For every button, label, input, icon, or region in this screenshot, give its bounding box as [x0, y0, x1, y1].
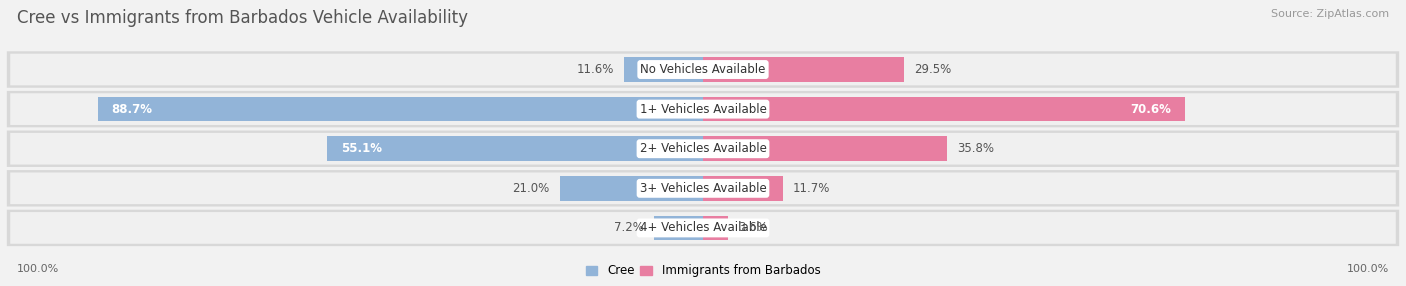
Text: Source: ZipAtlas.com: Source: ZipAtlas.com	[1271, 9, 1389, 19]
FancyBboxPatch shape	[7, 91, 1399, 127]
Text: 88.7%: 88.7%	[111, 103, 152, 116]
FancyBboxPatch shape	[10, 133, 1396, 164]
FancyBboxPatch shape	[10, 93, 1396, 125]
Bar	[703, 136, 948, 161]
Bar	[703, 57, 904, 82]
Text: 1+ Vehicles Available: 1+ Vehicles Available	[640, 103, 766, 116]
Text: No Vehicles Available: No Vehicles Available	[640, 63, 766, 76]
Text: 29.5%: 29.5%	[914, 63, 952, 76]
Text: 4+ Vehicles Available: 4+ Vehicles Available	[640, 221, 766, 235]
Text: 11.6%: 11.6%	[576, 63, 613, 76]
FancyBboxPatch shape	[7, 170, 1399, 206]
Bar	[703, 97, 1185, 121]
FancyBboxPatch shape	[10, 212, 1396, 244]
Text: 3+ Vehicles Available: 3+ Vehicles Available	[640, 182, 766, 195]
FancyBboxPatch shape	[7, 51, 1399, 88]
Text: 100.0%: 100.0%	[17, 264, 59, 274]
Text: 55.1%: 55.1%	[340, 142, 381, 155]
Text: 35.8%: 35.8%	[957, 142, 994, 155]
Text: 2+ Vehicles Available: 2+ Vehicles Available	[640, 142, 766, 155]
FancyBboxPatch shape	[10, 172, 1396, 204]
FancyBboxPatch shape	[7, 210, 1399, 246]
Text: Cree vs Immigrants from Barbados Vehicle Availability: Cree vs Immigrants from Barbados Vehicle…	[17, 9, 468, 27]
FancyBboxPatch shape	[10, 54, 1396, 85]
Text: 70.6%: 70.6%	[1130, 103, 1171, 116]
Legend: Cree, Immigrants from Barbados: Cree, Immigrants from Barbados	[586, 264, 820, 277]
Bar	[328, 136, 703, 161]
Bar	[703, 176, 783, 200]
Bar	[560, 176, 703, 200]
Text: 7.2%: 7.2%	[614, 221, 644, 235]
Text: 3.6%: 3.6%	[738, 221, 768, 235]
Text: 11.7%: 11.7%	[793, 182, 831, 195]
Bar	[703, 216, 727, 240]
Bar	[624, 57, 703, 82]
Text: 100.0%: 100.0%	[1347, 264, 1389, 274]
Bar	[97, 97, 703, 121]
Bar	[654, 216, 703, 240]
FancyBboxPatch shape	[7, 130, 1399, 167]
Text: 21.0%: 21.0%	[512, 182, 550, 195]
